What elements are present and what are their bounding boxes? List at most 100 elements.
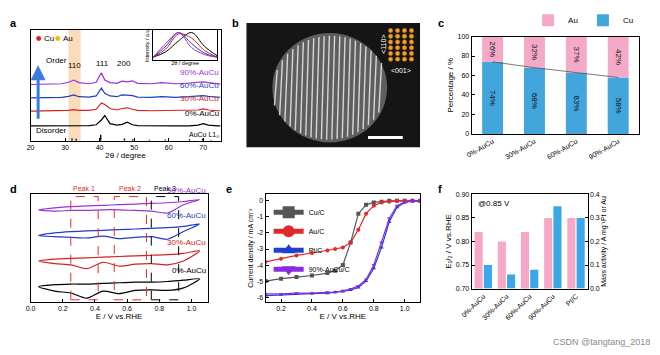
svg-text:0%-AuCu: 0%-AuCu	[172, 266, 206, 275]
svg-text:Pt/C: Pt/C	[309, 247, 323, 254]
svg-text:-1: -1	[257, 213, 263, 220]
svg-text:68%: 68%	[530, 93, 539, 109]
svg-text:0.4: 0.4	[90, 305, 100, 312]
svg-text:0.1: 0.1	[590, 261, 600, 268]
svg-text:60: 60	[461, 72, 469, 79]
svg-text:2θ / degree: 2θ / degree	[171, 60, 199, 66]
svg-text:60: 60	[165, 144, 173, 151]
svg-text:0.6: 0.6	[122, 305, 132, 312]
svg-text:0.70: 0.70	[456, 285, 470, 292]
svg-text:0.2: 0.2	[276, 305, 286, 312]
svg-text:0.2: 0.2	[58, 305, 68, 312]
svg-text:Peak 2: Peak 2	[119, 185, 141, 192]
svg-text:50: 50	[130, 144, 138, 151]
svg-text:-2: -2	[257, 229, 263, 236]
svg-text:40: 40	[96, 144, 104, 151]
svg-text:E₁/₂ / V vs.RHE: E₁/₂ / V vs.RHE	[444, 214, 453, 269]
svg-text:58%: 58%	[614, 98, 623, 114]
svg-text:0%-AuCu: 0%-AuCu	[460, 293, 486, 319]
svg-text:0: 0	[259, 197, 263, 204]
svg-text:Au: Au	[63, 34, 73, 43]
svg-text:30%-AuCu: 30%-AuCu	[180, 94, 219, 103]
svg-text:0.2: 0.2	[590, 238, 600, 245]
svg-text:-4: -4	[257, 262, 263, 269]
svg-text:32%: 32%	[530, 44, 539, 60]
svg-text:b: b	[232, 17, 239, 29]
svg-text:-5: -5	[257, 278, 263, 285]
svg-text:0.0: 0.0	[26, 305, 36, 312]
svg-text:80: 80	[461, 52, 469, 59]
svg-text:200: 200	[117, 59, 131, 68]
svg-text:111: 111	[96, 59, 109, 68]
svg-text:Cu/C: Cu/C	[309, 209, 325, 216]
svg-text:Cu: Cu	[623, 16, 633, 25]
svg-text:30%-AuCu: 30%-AuCu	[481, 293, 510, 322]
svg-text:0.4: 0.4	[590, 191, 600, 198]
svg-text:-3: -3	[257, 245, 263, 252]
svg-text:42%: 42%	[614, 49, 623, 65]
svg-text:0%-AuCu: 0%-AuCu	[185, 109, 219, 118]
svg-text:37%: 37%	[572, 47, 581, 63]
svg-text:Intensity / a.u.: Intensity / a.u.	[144, 27, 150, 62]
svg-text:a: a	[10, 17, 17, 29]
svg-text:0.3: 0.3	[590, 214, 600, 221]
svg-text:0.85: 0.85	[456, 214, 470, 221]
svg-text:Peak 3: Peak 3	[154, 185, 176, 192]
svg-text:c: c	[438, 17, 444, 29]
svg-text:Percentage / %: Percentage / %	[446, 58, 455, 113]
svg-text:0.8: 0.8	[369, 305, 379, 312]
svg-text:0.75: 0.75	[456, 261, 470, 268]
svg-text:Disorder: Disorder	[36, 126, 67, 135]
svg-text:Cu: Cu	[44, 34, 54, 43]
svg-text:20: 20	[27, 144, 35, 151]
svg-text:f: f	[438, 183, 442, 195]
svg-text:60%-AuCu: 60%-AuCu	[180, 81, 219, 90]
svg-text:0.6: 0.6	[338, 305, 348, 312]
svg-text:40: 40	[461, 91, 469, 98]
svg-text:0.90: 0.90	[456, 191, 470, 198]
svg-text:90%-AuCu: 90%-AuCu	[527, 293, 556, 322]
svg-text:63%: 63%	[572, 95, 581, 111]
svg-text:26%: 26%	[488, 41, 497, 57]
svg-text:0%-AuCu: 0%-AuCu	[465, 138, 495, 159]
svg-text:1.0: 1.0	[400, 305, 410, 312]
svg-text:70: 70	[199, 144, 207, 151]
svg-text:Au/C: Au/C	[309, 228, 325, 235]
svg-text:0.80: 0.80	[456, 238, 470, 245]
svg-text:CSDN @tangtang_2018: CSDN @tangtang_2018	[553, 337, 650, 347]
svg-text:110: 110	[68, 61, 81, 70]
svg-text:Pt/C: Pt/C	[565, 293, 580, 308]
svg-text:<110>: <110>	[380, 35, 387, 54]
svg-text:1.0: 1.0	[187, 305, 197, 312]
svg-text:20: 20	[461, 111, 469, 118]
svg-text:30%-AuCu: 30%-AuCu	[504, 138, 537, 161]
svg-text:90%-AuCu/C: 90%-AuCu/C	[309, 266, 350, 273]
svg-text:Peak 1: Peak 1	[73, 185, 95, 192]
svg-text:0: 0	[465, 130, 469, 137]
svg-text:100: 100	[458, 33, 470, 40]
svg-text:E / V vs.RHE: E / V vs.RHE	[96, 312, 143, 321]
svg-text:60%-AuCu: 60%-AuCu	[167, 211, 206, 220]
svg-text:d: d	[10, 183, 17, 195]
svg-text:30%-AuCu: 30%-AuCu	[167, 238, 206, 247]
svg-text:Mass activity / A mg⁻¹Pt or Au: Mass activity / A mg⁻¹Pt or Au	[600, 196, 608, 287]
svg-text:90%-AuCu: 90%-AuCu	[167, 186, 206, 195]
svg-text:<001>: <001>	[391, 67, 411, 74]
svg-text:74%: 74%	[488, 90, 497, 106]
svg-text:2θ / degree: 2θ / degree	[105, 151, 146, 160]
svg-text:60%-AuCu: 60%-AuCu	[546, 138, 579, 161]
svg-text:Order: Order	[46, 56, 67, 65]
svg-text:30: 30	[61, 144, 69, 151]
svg-text:0.0: 0.0	[590, 285, 600, 292]
svg-text:Au: Au	[568, 16, 578, 25]
svg-text:90%-AuCu: 90%-AuCu	[588, 138, 621, 161]
svg-text:0.4: 0.4	[307, 305, 317, 312]
svg-text:E / V vs.RHE: E / V vs.RHE	[320, 312, 367, 321]
svg-text:@0.85 V: @0.85 V	[478, 199, 510, 208]
svg-text:AuCu L1₀: AuCu L1₀	[189, 131, 219, 138]
svg-text:0.8: 0.8	[154, 305, 164, 312]
svg-text:90%-AuCu: 90%-AuCu	[180, 68, 219, 77]
svg-text:60%-AuCu: 60%-AuCu	[504, 293, 533, 322]
svg-text:Current density / mA cm⁻²: Current density / mA cm⁻²	[247, 208, 255, 288]
svg-text:e: e	[226, 183, 232, 195]
